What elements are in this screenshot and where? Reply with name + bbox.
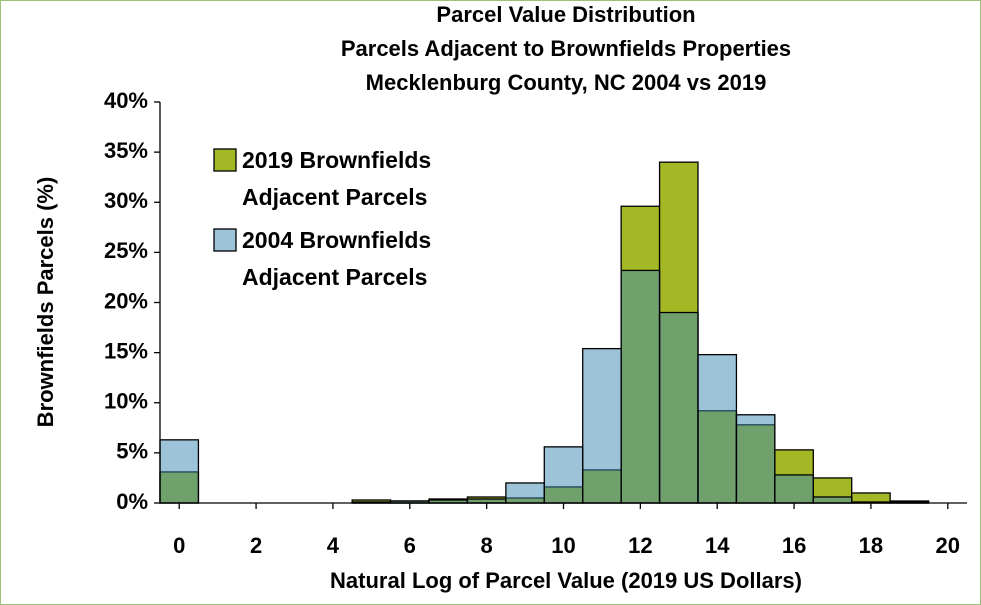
legend-label: 2004 Brownfields Adjacent Parcels [242,227,432,290]
x-tick-label: 2 [250,533,262,558]
y-tick-label: 0% [116,489,148,514]
legend-swatch [213,228,237,252]
x-tick-label: 14 [705,533,730,558]
bar [505,482,545,504]
x-tick-label: 8 [481,533,493,558]
x-tick-label: 18 [859,533,883,558]
y-tick-label: 35% [104,138,148,163]
bar [620,269,661,504]
y-tick-label: 10% [104,389,148,414]
bar [812,496,853,504]
bar [774,474,814,504]
bar [159,439,200,504]
y-tick-label: 5% [116,439,148,464]
chart-title: Mecklenburg County, NC 2004 vs 2019 [366,70,767,95]
bar [735,414,776,504]
bar [543,446,584,504]
legend-swatch [213,148,237,172]
bar [697,353,738,504]
chart-title: Parcel Value Distribution [436,2,695,27]
x-tick-label: 0 [173,533,185,558]
x-tick-label: 6 [404,533,416,558]
y-axis-label: Brownfields Parcels (%) [33,177,58,428]
x-tick-label: 12 [628,533,652,558]
bar [582,347,622,504]
y-tick-label: 30% [104,188,148,213]
bar [658,311,699,504]
y-tick-label: 25% [104,238,148,263]
y-tick-label: 20% [104,288,148,313]
x-tick-label: 4 [327,533,340,558]
x-tick-label: 10 [551,533,575,558]
x-axis-label: Natural Log of Parcel Value (2019 US Dol… [330,568,802,593]
chart-title: Parcels Adjacent to Brownfields Properti… [341,36,791,61]
x-tick-label: 16 [782,533,806,558]
y-tick-label: 15% [104,338,148,363]
x-tick-label: 20 [936,533,960,558]
legend-label: 2019 Brownfields Adjacent Parcels [242,147,432,210]
y-tick-label: 40% [104,88,148,113]
